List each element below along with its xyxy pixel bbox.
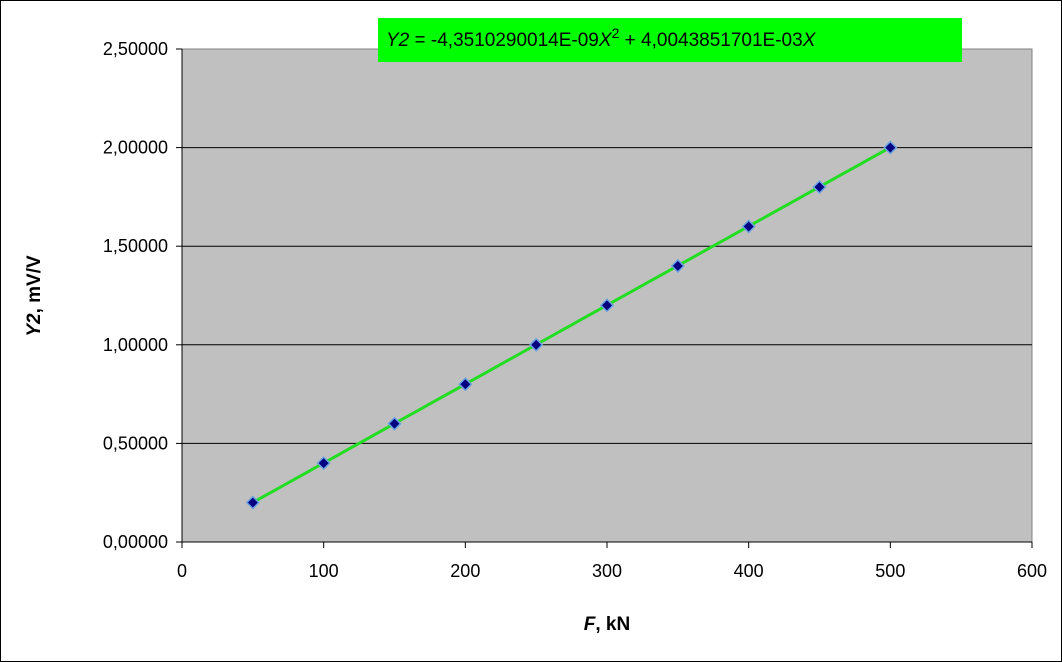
grid-lines	[182, 147, 1032, 444]
y-tick-label-1: 0,50000	[103, 433, 168, 453]
x-tick-label-1: 100	[309, 561, 339, 581]
x-tick-label-0: 0	[177, 561, 187, 581]
data-point-0	[245, 495, 260, 510]
data-points	[245, 140, 898, 510]
data-point-7	[741, 219, 756, 234]
trendline-equation: Y2 = -4,3510290014E-09X2 + 4,0043851701E…	[386, 25, 817, 51]
x-axis-title-var: F	[584, 614, 597, 635]
y-tick-label-5: 2,50000	[103, 39, 168, 59]
trendline	[252, 146, 892, 504]
x-tick-label-5: 500	[875, 561, 905, 581]
y-axis-title-unit: , mV/V	[24, 255, 45, 313]
equation-coef-a1: + 4,0043851701E-03	[619, 30, 802, 51]
data-point-6	[670, 258, 685, 273]
x-tick-label-2: 200	[450, 561, 480, 581]
x-axis-title: F, kN	[584, 614, 630, 635]
data-point-9	[883, 140, 898, 155]
y-axis-title: Y2, mV/V	[24, 255, 45, 337]
equation-x: X	[802, 30, 817, 51]
plot-area	[181, 48, 1033, 543]
equation-x-squared: X	[598, 30, 613, 51]
y-tick-label-2: 1,00000	[103, 335, 168, 355]
x-tick-labels: 0 100 200 300 400 500 600	[177, 561, 1047, 581]
y-tick-labels: 0,00000 0,50000 1,00000 1,50000 2,00000 2,500…	[103, 39, 168, 552]
data-point-3	[458, 377, 473, 392]
y-tick-label-3: 1,50000	[103, 236, 168, 256]
data-point-1	[316, 456, 331, 471]
data-point-4	[529, 337, 544, 352]
y-tick-label-4: 2,00000	[103, 138, 168, 158]
data-point-5	[599, 298, 615, 313]
x-tick-label-6: 600	[1017, 561, 1047, 581]
equation-coef-a2: = -4,3510290014E-09	[409, 30, 599, 51]
axes	[176, 48, 1033, 548]
y-axis-title-var: Y2	[24, 313, 45, 337]
x-tick-label-3: 300	[592, 561, 622, 581]
y-tick-label-0: 0,00000	[103, 532, 168, 552]
equation-exponent: 2	[612, 25, 620, 41]
x-tick-label-4: 400	[734, 561, 764, 581]
trendline-equation-box	[378, 18, 962, 62]
x-axis-title-unit: , kN	[595, 614, 630, 635]
data-point-8	[812, 179, 827, 195]
data-point-2	[387, 416, 402, 431]
trendline-layer	[252, 146, 892, 504]
equation-lhs: Y2	[386, 30, 410, 51]
